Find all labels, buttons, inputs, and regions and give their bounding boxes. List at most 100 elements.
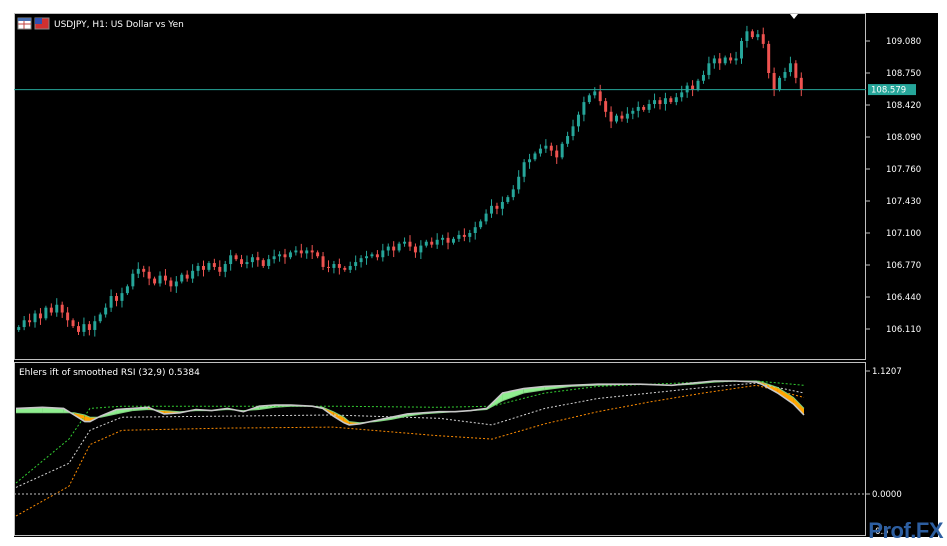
chart-window[interactable]: USDJPY, H1: US Dollar vs Yen 109.080 108.…	[14, 13, 938, 537]
candle-body	[337, 264, 341, 268]
chart-shift-marker[interactable]	[790, 14, 798, 19]
candle-body	[718, 58, 722, 64]
candle-body	[663, 98, 667, 105]
candle-body	[680, 92, 684, 98]
candle-body	[288, 252, 292, 258]
current-price-label: 108.579	[871, 86, 906, 96]
candle-body	[174, 281, 178, 287]
candle-body	[435, 239, 439, 245]
candle-body	[500, 201, 504, 209]
candle-body	[386, 246, 390, 251]
candle-body	[316, 252, 320, 257]
candle-body	[490, 205, 494, 214]
candle-body	[218, 266, 222, 272]
candle-body	[778, 77, 782, 90]
candle-body	[207, 263, 211, 270]
candle-body	[701, 74, 705, 81]
candle-body	[729, 57, 733, 61]
candle-body	[261, 260, 265, 266]
candle-body	[98, 314, 102, 322]
candle-body	[240, 259, 244, 265]
candle-body	[419, 245, 423, 253]
candle-body	[674, 97, 678, 103]
candle-body	[413, 246, 417, 253]
current-price-tag: 108.579	[868, 84, 916, 96]
candle-body	[299, 250, 303, 254]
chart-canvas[interactable]: USDJPY, H1: US Dollar vs Yen 109.080 108.…	[14, 13, 938, 537]
chart-title: USDJPY, H1: US Dollar vs Yen	[54, 20, 184, 30]
candle-body	[87, 324, 91, 330]
middle-band-line	[15, 382, 805, 488]
candle-body	[620, 115, 624, 119]
price-tick-label: 107.760	[886, 165, 921, 175]
price-tick-label: 106.770	[886, 261, 921, 271]
indicator-panel-border	[14, 362, 866, 536]
candle-body	[647, 104, 651, 110]
candle-body	[120, 293, 124, 301]
candle-body	[196, 265, 200, 271]
candle-body	[354, 262, 358, 266]
candle-body	[381, 250, 385, 258]
candle-body	[294, 250, 298, 253]
candle-body	[625, 113, 629, 119]
price-tick-label: 109.080	[886, 37, 921, 47]
candle-body	[332, 264, 336, 268]
candle-body	[38, 313, 42, 319]
candle-body	[17, 327, 21, 330]
candle-body	[267, 259, 271, 266]
candle-body	[495, 205, 499, 209]
candle-body	[153, 278, 157, 284]
candle-body	[55, 304, 59, 313]
candle-body	[82, 324, 86, 332]
candle-body	[511, 189, 515, 198]
candle-body	[115, 296, 119, 301]
lower-band-line	[15, 384, 805, 517]
candle-body	[343, 267, 347, 270]
candle-body	[201, 265, 205, 270]
candle-body	[517, 176, 521, 190]
candle-body	[370, 254, 374, 257]
candle-body	[582, 102, 586, 115]
fill-segment-down	[333, 411, 344, 423]
table-icon	[17, 17, 32, 30]
candle-body	[560, 143, 564, 158]
candle-body	[636, 106, 640, 111]
candle-body	[28, 320, 32, 323]
candle-body	[723, 57, 727, 64]
candle-body	[310, 250, 314, 253]
candle-body	[756, 34, 760, 38]
candle-body	[66, 312, 70, 321]
candle-body	[712, 58, 716, 64]
candle-body	[185, 274, 189, 279]
candle-body	[169, 280, 173, 287]
candle-body	[191, 270, 195, 279]
candle-body	[147, 271, 151, 279]
candle-body	[44, 307, 48, 319]
candle-body	[468, 233, 472, 237]
candle-body	[707, 63, 711, 75]
candle-body	[403, 241, 407, 244]
indicator-axis-min: -0.5	[872, 527, 889, 537]
indicator-title: Ehlers ift of smoothed RSI (32,9) 0.5384	[19, 368, 200, 378]
candle-body	[93, 321, 97, 330]
candle-body	[555, 150, 559, 158]
candle-body	[528, 159, 532, 163]
candle-body	[212, 263, 216, 267]
candle-body	[587, 95, 591, 103]
candle-body	[305, 250, 309, 254]
candle-body	[761, 34, 765, 44]
candle-body	[604, 101, 608, 112]
candle-body	[71, 320, 75, 327]
candle-body	[615, 115, 619, 122]
candle-body	[598, 91, 602, 102]
smoothed-rsi-line	[16, 380, 805, 424]
candle-body	[223, 264, 227, 272]
candle-body	[533, 153, 537, 160]
candle-body	[566, 136, 570, 144]
candle-body	[77, 326, 80, 332]
candle-body	[484, 213, 488, 222]
candle-body	[272, 256, 276, 260]
candle-body	[256, 257, 260, 261]
candle-body	[283, 254, 287, 258]
candle-body	[424, 241, 428, 246]
